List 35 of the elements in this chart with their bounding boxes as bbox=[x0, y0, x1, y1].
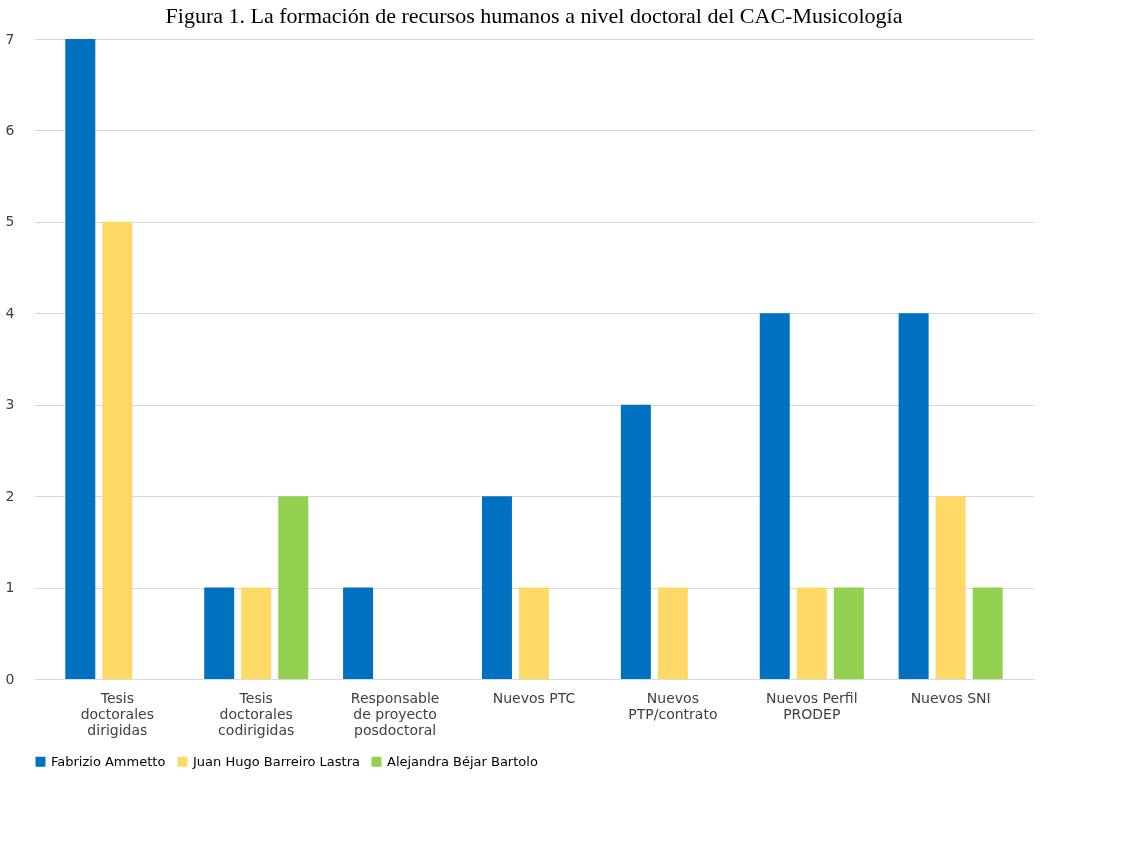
bar bbox=[204, 587, 235, 679]
bar bbox=[620, 404, 651, 679]
bar bbox=[481, 496, 512, 679]
bar bbox=[102, 221, 133, 679]
legend-label: Juan Hugo Barreiro Lastra bbox=[192, 753, 360, 769]
bar bbox=[519, 587, 549, 679]
x-tick-label: Tesis doctorales dirigidas bbox=[80, 689, 155, 738]
bar bbox=[833, 587, 864, 679]
y-tick-label: 5 bbox=[5, 213, 15, 230]
bar bbox=[898, 313, 929, 679]
x-tick-label: Tesis doctorales codirigidas bbox=[218, 689, 295, 738]
bar bbox=[759, 313, 790, 679]
y-tick-label: 4 bbox=[5, 304, 15, 321]
y-tick-label: 2 bbox=[5, 487, 15, 504]
x-tick-label: Nuevos SNI bbox=[910, 689, 991, 706]
y-tick-label: 0 bbox=[5, 670, 15, 687]
bar bbox=[241, 587, 272, 679]
chart-title: Figura 1. La formación de recursos humanos a nivel doctoral del CAC-Musicología bbox=[165, 3, 903, 28]
bar bbox=[278, 496, 309, 679]
x-tick-label: Nuevos PTP/contrato bbox=[628, 689, 718, 722]
legend-label: Fabrizio Ammetto bbox=[51, 753, 166, 769]
x-tick-label: Nuevos PTC bbox=[492, 689, 576, 706]
legend-label: Alejandra Béjar Bartolo bbox=[387, 753, 538, 769]
x-tick-label: Nuevos Perfil PRODEP bbox=[765, 689, 858, 722]
y-tick-label: 1 bbox=[5, 579, 15, 596]
bar bbox=[657, 587, 688, 679]
bar bbox=[935, 496, 966, 679]
y-tick-label: 7 bbox=[5, 30, 15, 47]
bar bbox=[343, 587, 374, 679]
bar bbox=[972, 587, 1003, 679]
y-tick-label: 6 bbox=[5, 121, 15, 138]
bar bbox=[65, 39, 96, 679]
y-tick-label: 3 bbox=[5, 396, 15, 413]
bar bbox=[796, 587, 827, 679]
x-tick-label: Responsable de proyecto posdoctoral bbox=[350, 689, 440, 738]
